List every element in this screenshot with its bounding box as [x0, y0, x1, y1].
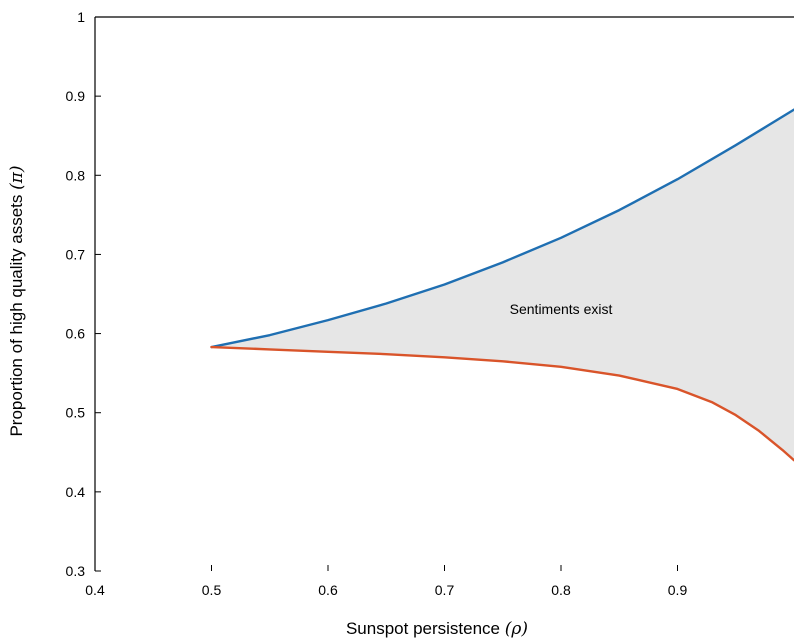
x-tick-label: 0.7 [435, 582, 455, 598]
x-axis-label-symbol: (ρ) [505, 619, 528, 639]
x-axis-label: Sunspot persistence (ρ) [346, 619, 528, 639]
y-tick-label: 0.6 [66, 326, 86, 342]
x-tick-label: 0.9 [668, 582, 688, 598]
series-line-lower [210, 345, 794, 462]
x-tick-label: 0.5 [202, 582, 222, 598]
y-tick-label: 0.3 [66, 563, 86, 579]
y-axis-label-text: Proportion of high quality assets [7, 195, 26, 437]
plot-area [210, 108, 794, 462]
annotation-sentiments-exist: Sentiments exist [510, 301, 613, 317]
y-tick-label: 0.7 [66, 246, 86, 262]
shaded-region [211, 109, 794, 461]
x-axis: 0.4 0.5 0.6 0.7 0.8 0.9 [85, 565, 687, 598]
y-tick-label: 0.8 [66, 167, 86, 183]
x-axis-label-text: Sunspot persistence [346, 619, 500, 638]
y-axis: 0.3 0.4 0.5 0.6 0.7 0.8 0.9 1 [66, 9, 794, 579]
y-axis-label-symbol: (π) [7, 165, 27, 189]
y-tick-label: 0.5 [66, 405, 86, 421]
y-tick-label: 0.9 [66, 88, 86, 104]
series-line-upper [210, 108, 794, 349]
x-tick-label: 0.8 [551, 582, 571, 598]
y-tick-label: 0.4 [66, 484, 86, 500]
x-tick-label: 0.6 [318, 582, 338, 598]
y-tick-label: 1 [77, 9, 85, 25]
x-tick-label: 0.4 [85, 582, 105, 598]
y-axis-label: Proportion of high quality assets (π) [7, 165, 27, 436]
